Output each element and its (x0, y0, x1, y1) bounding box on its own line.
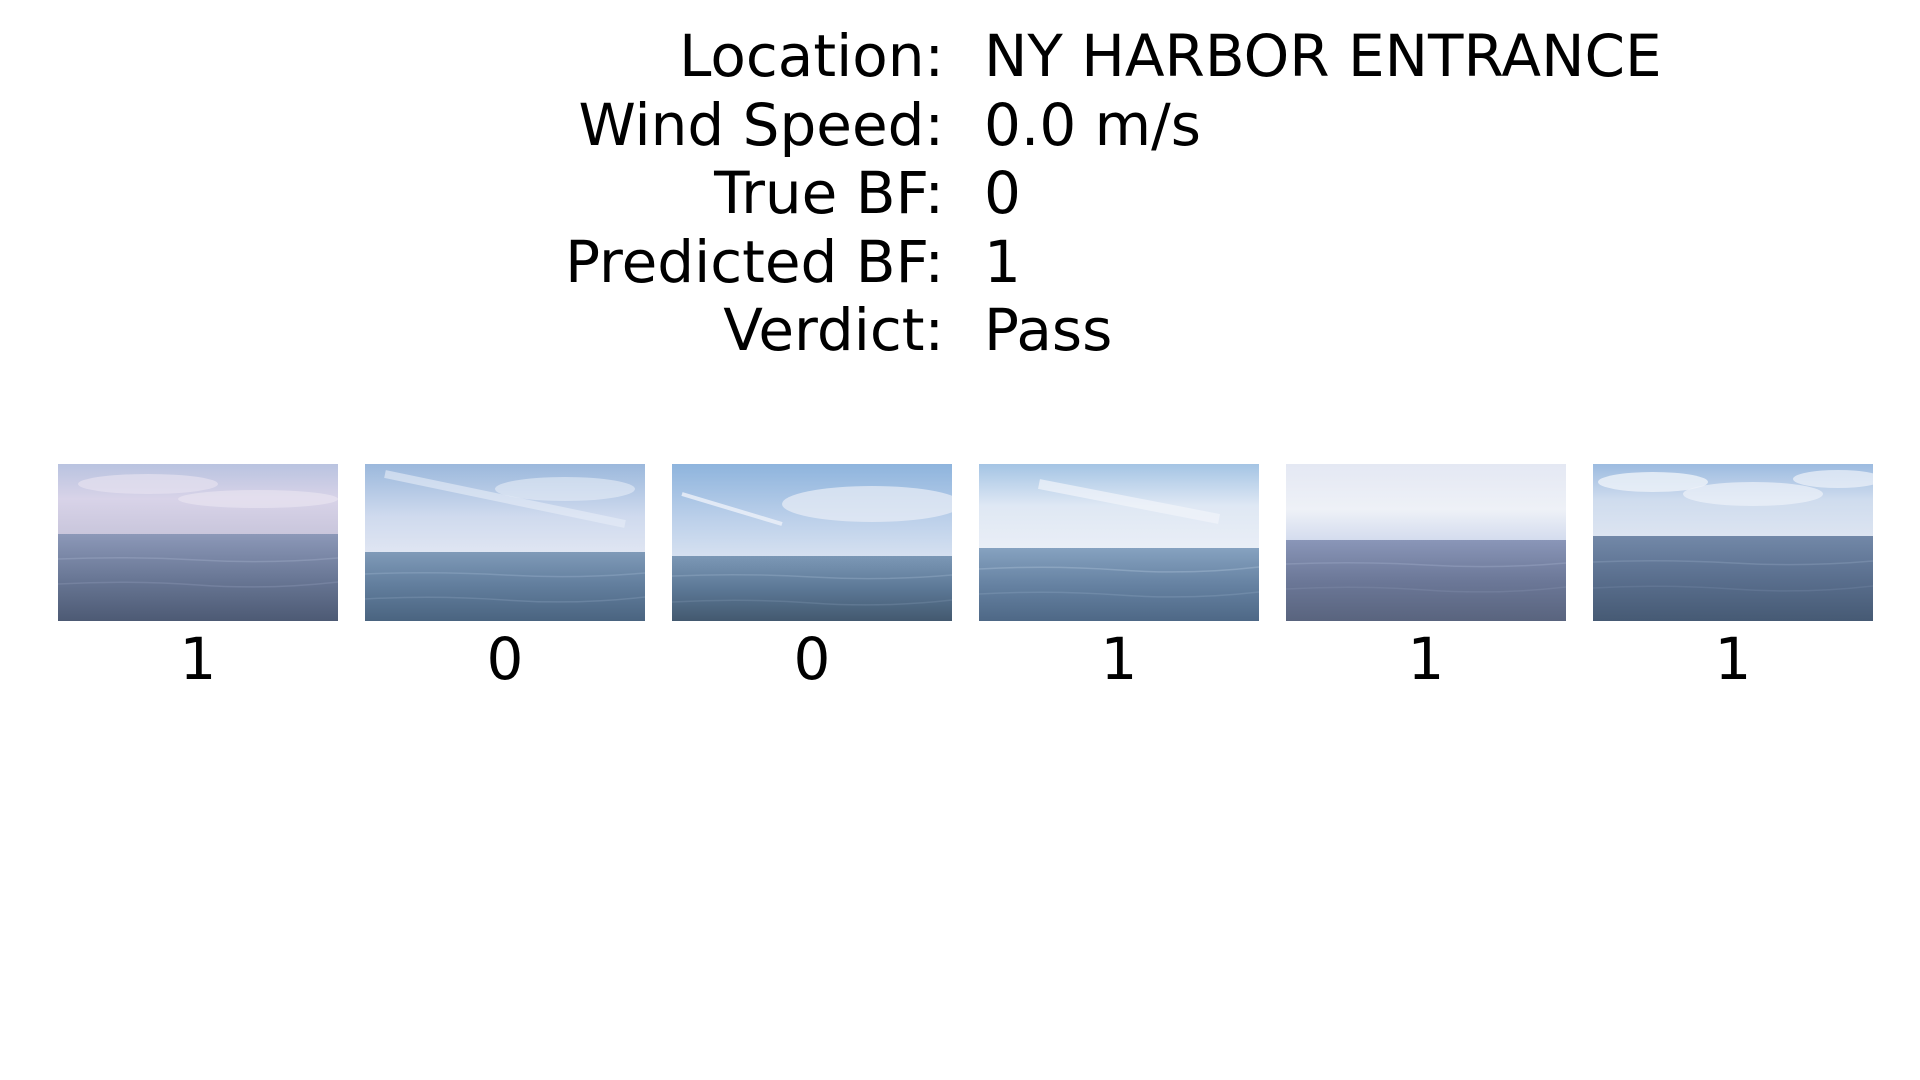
image-strip: 1 (0, 464, 1920, 694)
sea-horizon-photo (1286, 464, 1566, 621)
image-tile: 0 (672, 464, 952, 693)
location-label: Location: (679, 22, 944, 90)
verdict-label: Verdict: (723, 296, 944, 364)
true-bf-label: True BF: (714, 159, 944, 227)
sea-horizon-photo (672, 464, 952, 621)
predicted-bf-value: 1 (984, 227, 1021, 296)
image-tile: 1 (1593, 464, 1873, 693)
location-value: NY HARBOR ENTRANCE (984, 22, 1662, 90)
info-panel: Location: NY HARBOR ENTRANCE Wind Speed:… (0, 22, 1920, 365)
info-row-wind-speed: Wind Speed: 0.0 m/s (0, 91, 1920, 160)
tile-caption: 1 (179, 625, 217, 693)
image-tile: 1 (58, 464, 338, 693)
tile-caption: 1 (1407, 625, 1445, 693)
sea-horizon-photo (365, 464, 645, 621)
sea-horizon-photo (58, 464, 338, 621)
sea-horizon-photo (979, 464, 1259, 621)
image-tile: 0 (365, 464, 645, 693)
wind-speed-value: 0.0 m/s (984, 90, 1201, 159)
info-row-location: Location: NY HARBOR ENTRANCE (0, 22, 1920, 91)
true-bf-value: 0 (984, 159, 1021, 227)
wind-speed-label: Wind Speed: (578, 90, 944, 159)
tile-caption: 1 (1100, 625, 1138, 693)
tile-caption: 1 (1714, 625, 1752, 693)
image-tile: 1 (979, 464, 1259, 693)
sea-horizon-photo (1593, 464, 1873, 621)
predicted-bf-label: Predicted BF: (565, 227, 944, 296)
info-row-predicted-bf: Predicted BF: 1 (0, 228, 1920, 297)
tile-caption: 0 (793, 625, 831, 693)
info-row-true-bf: True BF: 0 (0, 159, 1920, 228)
info-row-verdict: Verdict: Pass (0, 296, 1920, 365)
image-tile: 1 (1286, 464, 1566, 693)
tile-caption: 0 (486, 625, 524, 693)
verdict-value: Pass (984, 296, 1113, 364)
